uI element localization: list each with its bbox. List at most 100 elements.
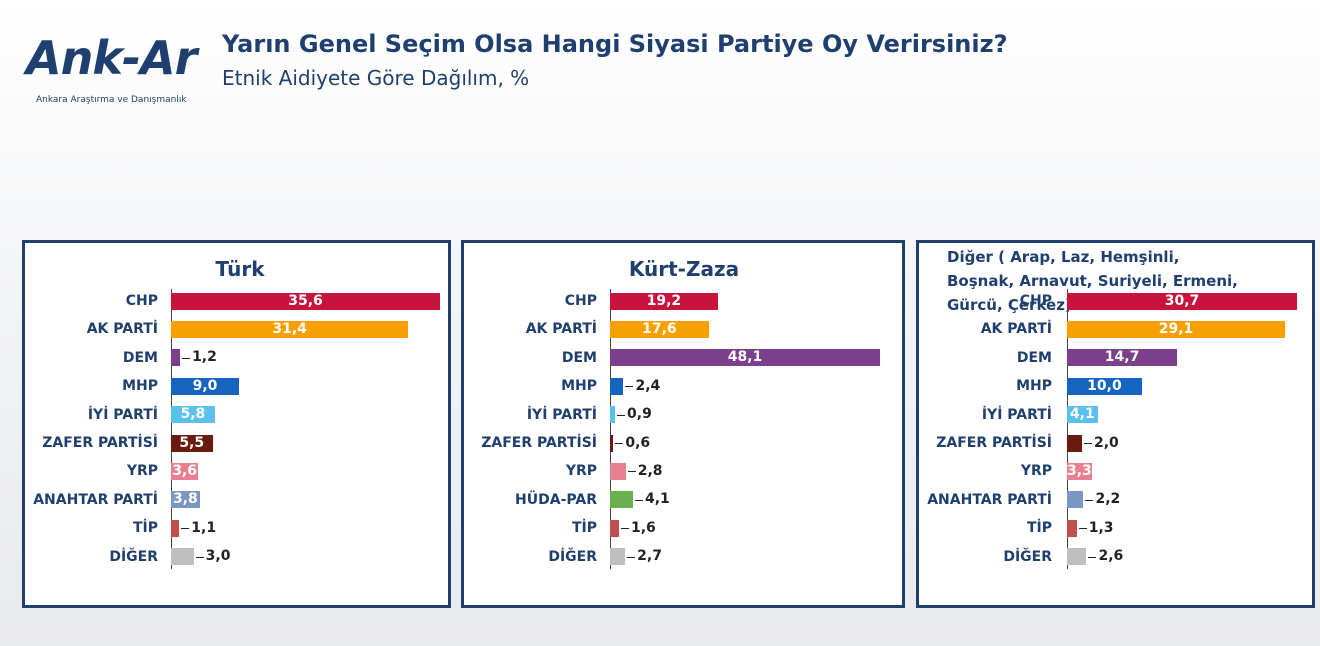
value-label: 2,2 — [1095, 491, 1121, 508]
value-label: 30,7 — [1164, 292, 1200, 309]
bar — [171, 519, 180, 537]
category-label: İYİ PARTİ — [87, 406, 158, 423]
logo: Ank-Ar — [26, 31, 197, 85]
value-label: 19,2 — [646, 292, 682, 309]
bar — [610, 406, 616, 424]
category-label: DİĞER — [1003, 548, 1052, 565]
value-label: 1,3 — [1088, 519, 1114, 536]
value-label: 29,1 — [1158, 320, 1194, 337]
value-label: 3,0 — [205, 548, 231, 565]
category-label: HÜDA-PAR — [515, 491, 597, 508]
leader-line — [195, 556, 204, 558]
value-label: 1,2 — [192, 349, 217, 366]
bar — [171, 349, 181, 367]
bar — [1067, 406, 1098, 424]
leader-line — [1088, 556, 1097, 558]
value-label: 17,6 — [642, 320, 677, 337]
leader-line — [627, 471, 636, 473]
value-label: 4,1 — [1069, 406, 1095, 423]
category-label: MHP — [1016, 378, 1052, 395]
value-label: 2,0 — [1093, 434, 1119, 451]
leader-line — [182, 357, 191, 359]
bar — [171, 377, 239, 395]
category-label: DİĞER — [548, 548, 597, 565]
category-label: ANAHTAR PARTİ — [33, 491, 158, 508]
leader-line — [625, 386, 634, 388]
value-label: 0,9 — [627, 406, 652, 423]
category-label: DEM — [122, 349, 158, 366]
value-label: 2,8 — [637, 462, 663, 479]
leader-line — [181, 528, 190, 530]
leader-line — [635, 499, 643, 501]
category-label: YRP — [126, 463, 158, 480]
category-label: TİP — [1026, 520, 1052, 537]
category-label: ANAHTAR PARTİ — [927, 491, 1052, 508]
subtitle: Etnik Aidiyete Göre Dağılım, % — [222, 66, 530, 90]
bar — [1067, 434, 1082, 452]
title: Yarın Genel Seçim Olsa Hangi Siyasi Part… — [222, 30, 1008, 58]
bar — [610, 548, 626, 566]
bar — [171, 462, 199, 480]
value-label: 9,0 — [192, 377, 218, 394]
category-label: ZAFER PARTİSİ — [42, 435, 158, 451]
category-label: MHP — [561, 378, 597, 395]
bar — [1067, 519, 1077, 537]
value-label: 48,1 — [727, 349, 763, 366]
bar — [610, 377, 624, 395]
category-label: DEM — [561, 349, 597, 366]
bar — [171, 491, 200, 509]
category-label: YRP — [1020, 463, 1052, 480]
value-label: 35,6 — [288, 292, 323, 309]
category-label: DİĞER — [109, 548, 158, 565]
bar — [1067, 292, 1297, 310]
category-label: AK PARTİ — [525, 321, 597, 338]
bar — [1067, 548, 1087, 566]
category-label: AK PARTİ — [86, 321, 158, 338]
category-label: TİP — [132, 520, 158, 537]
value-label: 2,6 — [1098, 548, 1124, 565]
panel-title: Türk — [215, 257, 265, 281]
leader-line — [620, 528, 629, 530]
category-label: YRP — [565, 463, 597, 480]
bar — [171, 548, 194, 566]
category-label: ZAFER PARTİSİ — [936, 435, 1052, 451]
bar — [1067, 491, 1084, 509]
category-label: DEM — [1016, 349, 1052, 366]
bar — [610, 349, 880, 367]
axis-line — [610, 289, 611, 569]
value-label: 14,7 — [1104, 349, 1140, 366]
bar — [171, 434, 213, 452]
value-label: 0,6 — [625, 434, 651, 451]
bar — [171, 292, 440, 310]
bar — [610, 491, 633, 509]
category-label: AK PARTİ — [980, 321, 1052, 338]
value-label: 2,7 — [637, 548, 662, 565]
leader-line — [1078, 528, 1087, 530]
panel-title: Kürt-Zaza — [628, 257, 740, 281]
value-label: 4,1 — [645, 491, 670, 508]
value-label: 3,8 — [172, 491, 198, 508]
leader-line — [1085, 499, 1094, 501]
bar — [1067, 320, 1285, 338]
axis-line — [1067, 289, 1068, 569]
category-label: İYİ PARTİ — [526, 406, 597, 423]
leader-line — [615, 443, 624, 444]
value-label: 31,4 — [272, 320, 307, 337]
category-label: CHP — [125, 293, 158, 309]
bar — [610, 462, 626, 480]
value-label: 5,8 — [180, 406, 206, 423]
value-label: 1,6 — [630, 519, 656, 536]
category-label: CHP — [564, 293, 597, 309]
category-label: CHP — [1019, 293, 1052, 309]
value-label: 5,5 — [179, 434, 205, 451]
category-label: TİP — [571, 520, 597, 537]
leader-line — [1083, 443, 1092, 444]
category-label: ZAFER PARTİSİ — [481, 435, 597, 451]
panel-title: Diğer ( Arap, Laz, Hemşinli, Boşnak, Arn… — [947, 248, 1238, 314]
leader-line — [627, 556, 636, 558]
axis-line — [171, 289, 172, 569]
value-label: 3,3 — [1067, 462, 1092, 479]
bar — [171, 320, 409, 338]
value-label: 1,1 — [191, 519, 217, 536]
